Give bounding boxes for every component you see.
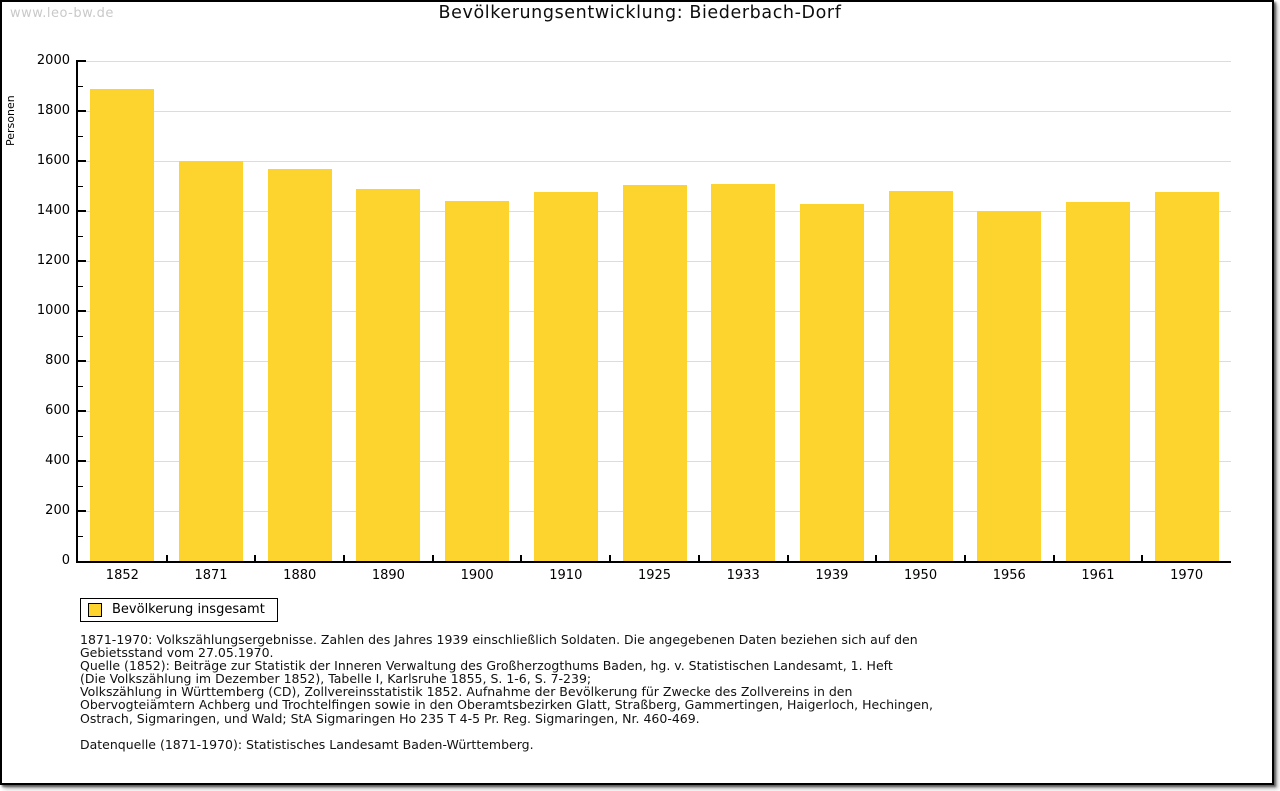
y-tick-minor [78,286,83,287]
y-tick-label: 1400 [36,203,70,218]
y-tick-major [78,160,86,162]
x-tick-label: 1925 [637,568,672,583]
bar-1852 [90,88,155,561]
y-tick-major [78,460,86,462]
x-tick-label: 1961 [1081,568,1115,583]
x-tick-label: 1910 [549,568,583,583]
chart-title: Bevölkerungsentwicklung: Biederbach-Dorf [438,3,842,23]
x-tick-label: 1956 [992,568,1026,583]
bar-1970 [1154,192,1219,561]
y-tick-major [78,410,86,412]
bar-1933 [711,183,776,561]
y-tick-minor [78,336,83,337]
bar-1939 [799,203,864,561]
y-tick-minor [78,536,83,537]
y-tick-label: 0 [61,553,70,568]
gridline [79,61,1231,62]
y-tick-minor [78,86,83,87]
y-tick-minor [78,436,83,437]
x-tick [1141,555,1144,561]
gridline [79,111,1231,112]
x-tick [431,555,434,561]
bar-1956 [977,211,1042,561]
x-tick-label: 1933 [726,568,760,583]
y-tick-label: 600 [45,403,70,418]
footnote-line: Volkszählung in Württemberg (CD), Zollve… [80,684,853,700]
x-axis-line [76,561,1231,563]
y-tick-major [78,510,86,512]
y-tick-minor [78,136,83,137]
footnotes: 1871-1970: Volkszählungsergebnisse. Zahl… [80,633,933,725]
y-tick-minor [78,186,83,187]
y-tick-minor [78,486,83,487]
legend: Bevölkerung insgesamt [80,598,278,622]
x-tick [609,555,612,561]
bar-1880 [267,168,332,561]
legend-label: Bevölkerung insgesamt [112,602,265,617]
y-axis-title: Personen [4,95,17,146]
x-tick-label: 1939 [815,568,849,583]
x-tick [165,555,168,561]
x-tick [786,555,789,561]
legend-swatch [88,602,102,617]
footnote-line: Gebietsstand vom 27.05.1970. [80,645,274,661]
y-tick-label: 800 [45,353,70,368]
footnote-line: Quelle (1852): Beiträge zur Statistik de… [80,658,893,674]
bar-1925 [622,184,687,561]
x-tick-label: 1890 [371,568,405,583]
x-tick-label: 1970 [1170,568,1204,583]
y-tick-label: 200 [45,503,70,518]
x-tick-label: 1852 [105,568,139,583]
x-tick-label: 1871 [194,568,228,583]
bar-1910 [533,192,598,561]
bar-1900 [445,201,510,561]
x-tick [520,555,523,561]
bar-1950 [888,191,953,561]
x-tick [875,555,878,561]
y-tick-label: 1600 [36,153,70,168]
y-tick-major [78,110,86,112]
y-tick-minor [78,236,83,237]
footnote-line: Obervogteiämtern Achberg und Trochtelfin… [80,697,933,713]
x-tick [254,555,257,561]
y-tick-label: 1000 [36,303,70,318]
y-tick-label: 400 [45,453,70,468]
y-tick-major [78,210,86,212]
footnote-line: Ostrach, Sigmaringen, und Wald; StA Sigm… [80,710,700,726]
bar-1890 [356,188,421,561]
footnote-line: (Die Volkszählung im Dezember 1852), Tab… [80,671,592,687]
x-tick-label: 1880 [283,568,317,583]
y-tick-minor [78,386,83,387]
footnote-line: 1871-1970: Volkszählungsergebnisse. Zahl… [80,632,918,647]
x-tick [963,555,966,561]
y-axis-line [76,60,78,563]
bar-1871 [179,161,244,561]
gridline [79,161,1231,162]
y-tick-label: 2000 [36,53,70,68]
x-tick-label: 1950 [904,568,938,583]
x-tick [1052,555,1055,561]
datasource-line: Datenquelle (1871-1970): Statistisches L… [80,737,534,752]
x-tick [343,555,346,561]
x-tick [697,555,700,561]
y-tick-major [78,60,86,62]
y-tick-major [78,360,86,362]
watermark: www.leo-bw.de [10,6,114,21]
y-tick-label: 1800 [36,103,70,118]
bar-1961 [1065,202,1130,561]
x-tick-label: 1900 [460,568,494,583]
y-tick-major [78,310,86,312]
y-tick-major [78,260,86,262]
y-tick-label: 1200 [36,253,70,268]
